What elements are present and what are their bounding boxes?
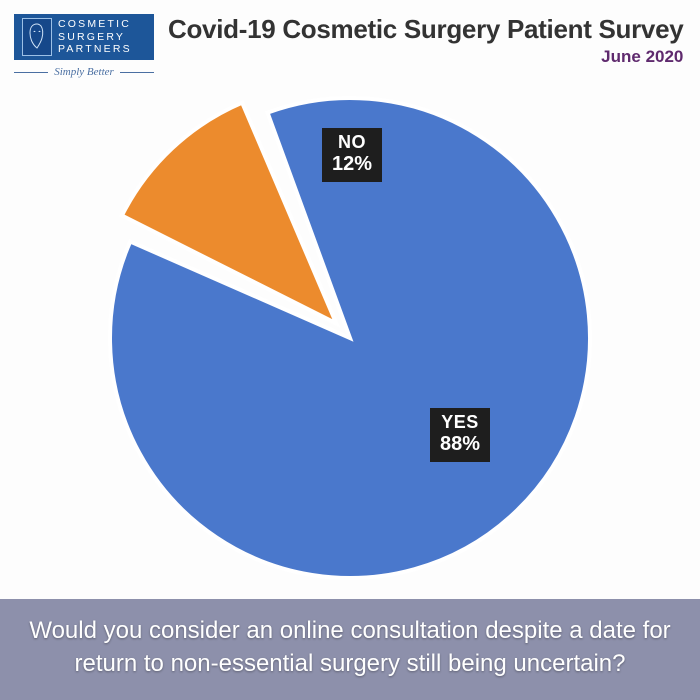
logo-line-3: PARTNERS	[58, 43, 132, 56]
pie-chart: YES88% NO12%	[0, 78, 700, 598]
slice-label-no: NO12%	[322, 128, 382, 182]
slice-percent: 88%	[440, 433, 480, 456]
page-subtitle: June 2020	[168, 47, 683, 67]
logo-box: COSMETIC SURGERY PARTNERS	[14, 14, 154, 60]
header: COSMETIC SURGERY PARTNERS Simply Better …	[0, 0, 700, 78]
divider	[14, 72, 48, 73]
page-title: Covid-19 Cosmetic Surgery Patient Survey	[168, 14, 683, 45]
slice-label-yes: YES88%	[430, 408, 490, 462]
survey-question: Would you consider an online consultatio…	[0, 599, 700, 700]
logo-text: COSMETIC SURGERY PARTNERS	[58, 18, 132, 56]
logo-line-1: COSMETIC	[58, 18, 132, 31]
slice-name: YES	[440, 412, 480, 433]
title-block: Covid-19 Cosmetic Surgery Patient Survey…	[168, 14, 687, 67]
face-icon	[22, 18, 52, 56]
logo-line-2: SURGERY	[58, 31, 132, 44]
slice-name: NO	[332, 132, 372, 153]
slice-percent: 12%	[332, 153, 372, 176]
